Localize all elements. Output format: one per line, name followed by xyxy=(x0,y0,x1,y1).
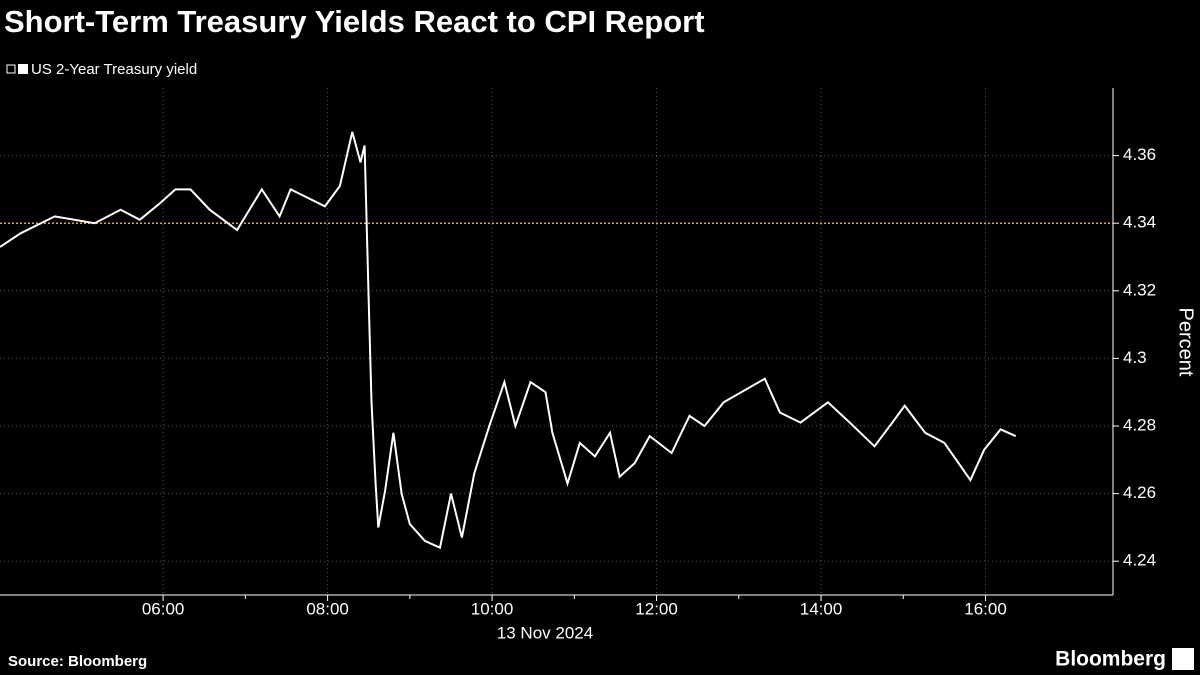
y-tick-label: 4.28 xyxy=(1123,415,1156,434)
y-tick-label: 4.24 xyxy=(1123,551,1156,570)
x-tick-label: 10:00 xyxy=(471,599,514,618)
y-tick-label: 4.32 xyxy=(1123,280,1156,299)
x-axis-label: 13 Nov 2024 xyxy=(497,623,593,642)
legend-label: US 2-Year Treasury yield xyxy=(31,61,197,78)
x-tick-label: 12:00 xyxy=(635,599,678,618)
legend-swatch xyxy=(18,64,28,74)
line-series xyxy=(0,131,1017,550)
x-tick-label: 14:00 xyxy=(800,599,843,618)
x-tick-label: 08:00 xyxy=(306,599,349,618)
x-tick-label: 06:00 xyxy=(142,599,185,618)
y-tick-label: 4.36 xyxy=(1123,145,1156,164)
legend-icon xyxy=(6,64,16,74)
y-axis-label: Percent xyxy=(1175,308,1197,377)
y-tick-label: 4.3 xyxy=(1123,348,1147,367)
y-tick-label: 4.34 xyxy=(1123,213,1156,232)
y-tick-label: 4.26 xyxy=(1123,483,1156,502)
x-tick-label: 16:00 xyxy=(964,599,1007,618)
brand-icon xyxy=(1172,648,1194,670)
chart-title: Short-Term Treasury Yields React to CPI … xyxy=(4,4,705,39)
brand: Bloomberg xyxy=(1055,648,1166,671)
source: Source: Bloomberg xyxy=(8,653,147,670)
